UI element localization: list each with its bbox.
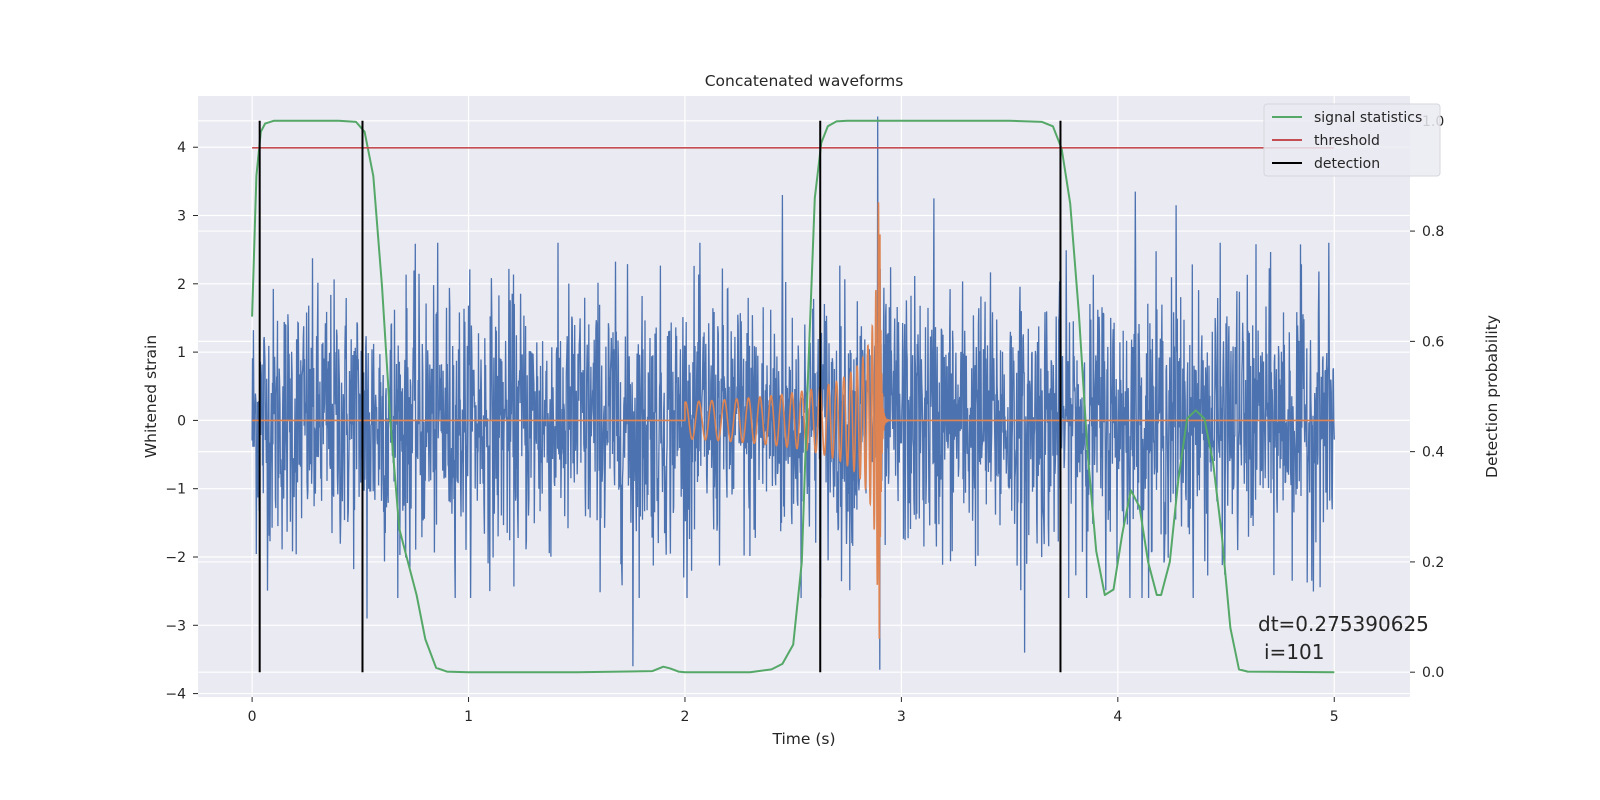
y-tick-label: 1: [177, 345, 186, 361]
strain-line: [251, 116, 1335, 670]
chart-title: Concatenated waveforms: [705, 72, 904, 90]
x-axis-label: Time (s): [771, 730, 835, 748]
signal-statistics-series: [251, 119, 1335, 674]
y-tick-label: −2: [165, 550, 186, 566]
y-tick-label: 3: [177, 209, 186, 225]
x-tick-label: 0: [248, 709, 257, 725]
legend-label-signal-statistics: signal statistics: [1314, 110, 1422, 126]
y-axis-right-label: Detection probability: [1483, 315, 1501, 478]
x-tick-label: 3: [897, 709, 906, 725]
y-tick-label: 2: [177, 277, 186, 293]
x-tick-label: 5: [1330, 709, 1339, 725]
x-tick-label: 1: [464, 709, 473, 725]
y-right-tick-label: 0.0: [1422, 665, 1444, 681]
y-tick-label: 0: [177, 413, 186, 429]
legend-box: [1263, 103, 1441, 177]
y-tick-label: −3: [165, 618, 186, 634]
template-line: [252, 202, 1335, 639]
legend: signal statistics threshold detection: [1263, 103, 1441, 177]
x-tick-label: 4: [1113, 709, 1122, 725]
y-right-tick-label: 0.6: [1422, 334, 1444, 350]
annotation-dt: dt=0.275390625: [1258, 612, 1429, 636]
annotation-index: i=101: [1264, 640, 1325, 664]
strain-series: [251, 116, 1335, 670]
template-series: [252, 202, 1335, 639]
y-right-tick-label: 0.2: [1422, 555, 1444, 571]
y-tick-label: −1: [165, 482, 186, 498]
y-tick-label: −4: [165, 687, 186, 703]
y-tick-label: 4: [177, 140, 186, 156]
detection-series: [258, 120, 1062, 673]
y-right-tick-label: 0.4: [1422, 445, 1444, 461]
legend-label-threshold: threshold: [1314, 133, 1380, 149]
signal-statistics-line: [251, 119, 1335, 674]
x-tick-label: 2: [681, 709, 690, 725]
y-right-tick-label: 0.8: [1422, 224, 1444, 240]
legend-label-detection: detection: [1314, 156, 1380, 172]
y-axis-label: Whitened strain: [142, 335, 160, 458]
